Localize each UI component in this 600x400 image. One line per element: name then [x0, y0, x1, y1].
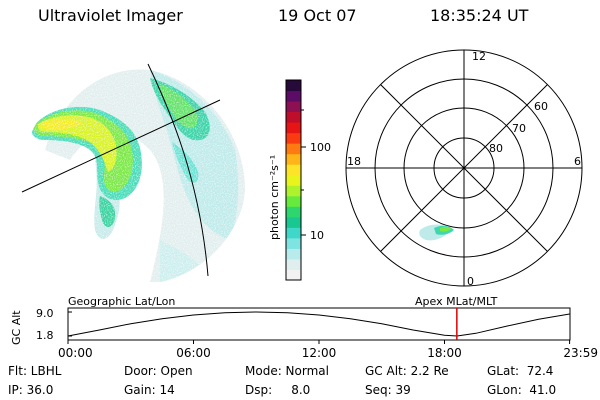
colorbar-segment [286, 111, 301, 123]
date-label: 19 Oct 07 [278, 6, 357, 25]
colorbar-tick-label-10: 10 [310, 229, 324, 242]
time-tick-label: 06:00 [176, 346, 211, 360]
altitude-curve [67, 311, 570, 337]
colorbar-frame [285, 79, 302, 281]
colorbar-segment [286, 101, 301, 113]
mlt-label-12: 12 [472, 50, 486, 63]
colorbar-segment [286, 227, 301, 239]
door-info: Door: Open [124, 364, 193, 378]
colorbar-segment [286, 185, 301, 197]
mlt-label-0: 0 [467, 275, 474, 288]
gain-info: Gain: 14 [124, 383, 175, 397]
colorbar-segment [286, 248, 301, 260]
colorbar-segment [286, 269, 301, 281]
geographic-latlon-label: Geographic Lat/Lon [68, 295, 175, 308]
time-tick-label: 18:00 [427, 346, 462, 360]
time-tick-label: 23:59 [563, 346, 598, 360]
colorbar-segment [286, 90, 301, 102]
colorbar-segment [286, 143, 301, 155]
colorbar-unit-label: photon cm⁻²s⁻¹ [268, 155, 281, 240]
colorbar-segment [286, 237, 301, 249]
instrument-title: Ultraviolet Imager [38, 6, 183, 25]
colorbar-segment [286, 174, 301, 186]
colorbar-ticks [301, 109, 306, 236]
time-axis: 00:00 06:00 12:00 18:00 23:59 [58, 340, 598, 360]
time-tick-label: 12:00 [302, 346, 337, 360]
colorbar-segment [286, 206, 301, 218]
glon-info: GLon: 41.0 [487, 383, 557, 397]
glat-info: GLat: 72.4 [487, 364, 554, 378]
time-label: 18:35:24 UT [430, 6, 529, 25]
altitude-plot-frame [67, 307, 571, 341]
time-tick-label: 00:00 [58, 346, 93, 360]
mlat-label-80: 80 [489, 142, 503, 155]
alt-tick-9: 9.0 [36, 307, 54, 320]
colorbar-segment [286, 216, 301, 228]
geographic-image [21, 63, 245, 282]
colorbar [285, 79, 302, 281]
colorbar-segment [286, 122, 301, 134]
mode-info: Mode: Normal [245, 364, 329, 378]
colorbar-segment [286, 132, 301, 144]
colorbar-segment [286, 258, 301, 270]
ip-info: IP: 36.0 [8, 383, 54, 397]
apex-mlat-mlt-label: Apex MLat/MLT [415, 295, 498, 308]
geo-grid-line [147, 63, 209, 277]
polar-emission [419, 224, 454, 241]
gc-alt-axis-label: GC Alt [10, 310, 23, 345]
colorbar-tick-label-100: 100 [310, 141, 331, 154]
polar-plot [345, 49, 583, 287]
mlat-label-60: 60 [534, 100, 548, 113]
mlat-label-70: 70 [512, 122, 526, 135]
mlt-label-18: 18 [347, 155, 361, 168]
dsp-info: Dsp: 8.0 [245, 383, 311, 397]
alt-tick-1-8: 1.8 [36, 329, 54, 342]
seq-info: Seq: 39 [365, 383, 411, 397]
filter-info: Flt: LBHL [8, 364, 62, 378]
colorbar-segment [286, 164, 301, 176]
gc-alt-info: GC Alt: 2.2 Re [365, 364, 449, 378]
geo-grid-line [21, 99, 221, 193]
colorbar-segment [286, 195, 301, 207]
colorbar-segment [286, 153, 301, 165]
mlt-label-6: 6 [574, 155, 581, 168]
colorbar-segment [286, 80, 301, 92]
